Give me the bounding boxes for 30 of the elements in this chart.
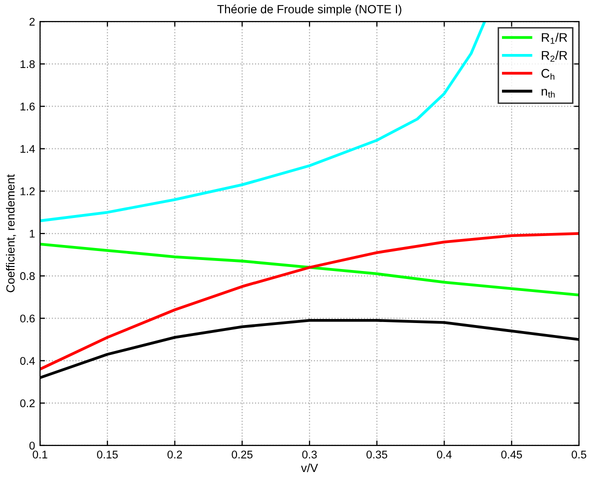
y-axis-title: Coefficient, rendement <box>6 174 16 292</box>
legend-label: C$_{h}$ <box>541 68 554 80</box>
x-tick-label: 0.25 <box>232 450 252 458</box>
legend-label: R$_{1}$/R <box>542 32 568 44</box>
chart-title: Théorie de Froude simple (NOTE I) <box>217 4 402 16</box>
y-tick-label: 0.6 <box>20 314 35 322</box>
x-tick-label: 0.5 <box>572 450 586 458</box>
x-tick-label: 0.1 <box>32 450 48 458</box>
x-tick-label: 0.45 <box>501 450 522 458</box>
y-tick-label: 0.4 <box>20 356 35 365</box>
line-series <box>40 22 486 222</box>
x-tick-label: 0.35 <box>366 450 388 458</box>
x-tick-label: 0.4 <box>436 450 452 458</box>
x-tick-label: 0.2 <box>168 450 182 458</box>
y-tick-label: 1.2 <box>20 187 35 196</box>
x-tick-label: 0.3 <box>302 450 317 458</box>
y-tick-label: 1 <box>30 230 35 238</box>
y-tick-label: 1.4 <box>20 145 35 153</box>
y-tick-label: 2 <box>30 18 35 26</box>
y-tick-label: 0 <box>29 442 35 450</box>
x-axis-title: v/V <box>301 463 318 472</box>
line-series <box>40 232 579 371</box>
y-tick-label: 0.8 <box>20 272 35 280</box>
y-tick-label: 1.8 <box>20 60 35 68</box>
line-series <box>40 242 579 296</box>
y-tick-label: 0.2 <box>20 399 35 408</box>
legend-label: R$_{2}$/R <box>542 50 568 62</box>
y-tick-label: 1.6 <box>20 102 35 110</box>
x-tick-label: 0.15 <box>97 450 118 458</box>
legend-label: n$_{th}$ <box>542 88 555 98</box>
